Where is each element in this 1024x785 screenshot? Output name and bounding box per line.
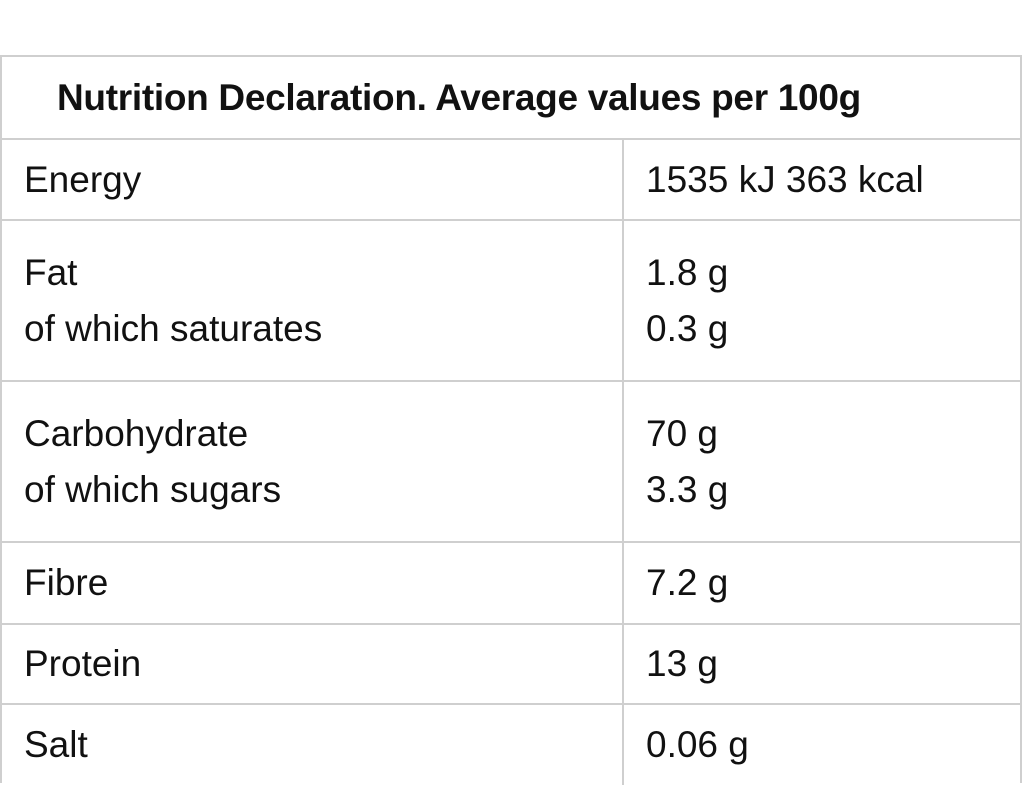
- nutrient-label: Energy: [24, 158, 142, 200]
- nutrient-label-cell: Salt: [2, 705, 624, 785]
- nutrient-value: 0.06 g: [646, 724, 749, 765]
- nutrient-value-cell: 1535 kJ 363 kcal: [624, 140, 1020, 219]
- nutrient-value-cell: 70 g 3.3 g: [624, 382, 1020, 541]
- nutrient-value: 1.8 g: [646, 251, 729, 293]
- nutrient-label-cell: Carbohydrate of which sugars: [2, 382, 624, 541]
- nutrient-label: Carbohydrate: [24, 412, 249, 454]
- nutrient-value: 1535 kJ 363 kcal: [646, 158, 924, 200]
- nutrient-label-cell: Energy: [2, 140, 624, 219]
- nutrient-label: Salt: [24, 724, 88, 765]
- nutrient-value: 7.2 g: [646, 562, 729, 603]
- nutrient-value-cell: 0.06 g: [624, 705, 1020, 785]
- nutrient-value-cell: 13 g: [624, 625, 1020, 703]
- nutrient-label: Fibre: [24, 562, 109, 603]
- nutrition-table: Nutrition Declaration. Average values pe…: [0, 55, 1022, 785]
- table-title: Nutrition Declaration. Average values pe…: [57, 76, 861, 118]
- table-row-protein: Protein 13 g: [2, 623, 1020, 703]
- table-title-row: Nutrition Declaration. Average values pe…: [2, 57, 1020, 138]
- nutrient-label-cell: Protein: [2, 625, 624, 703]
- nutrient-subvalue: 3.3 g: [646, 468, 729, 510]
- nutrient-sublabel: of which sugars: [24, 468, 282, 510]
- nutrient-value-cell: 7.2 g: [624, 543, 1020, 623]
- nutrient-value-cell: 1.8 g 0.3 g: [624, 221, 1020, 380]
- table-row-carbohydrate: Carbohydrate of which sugars 70 g 3.3 g: [2, 380, 1020, 541]
- table-row-fat: Fat of which saturates 1.8 g 0.3 g: [2, 219, 1020, 380]
- nutrient-subvalue: 0.3 g: [646, 307, 729, 349]
- nutrient-sublabel: of which saturates: [24, 307, 323, 349]
- nutrient-label: Protein: [24, 643, 142, 684]
- table-row-energy: Energy 1535 kJ 363 kcal: [2, 138, 1020, 219]
- nutrient-label-cell: Fibre: [2, 543, 624, 623]
- nutrient-value: 70 g: [646, 412, 719, 454]
- nutrient-label: Fat: [24, 251, 78, 293]
- table-row-salt: Salt 0.06 g: [2, 703, 1020, 785]
- table-row-fibre: Fibre 7.2 g: [2, 541, 1020, 623]
- nutrient-label-cell: Fat of which saturates: [2, 221, 624, 380]
- nutrient-value: 13 g: [646, 643, 719, 684]
